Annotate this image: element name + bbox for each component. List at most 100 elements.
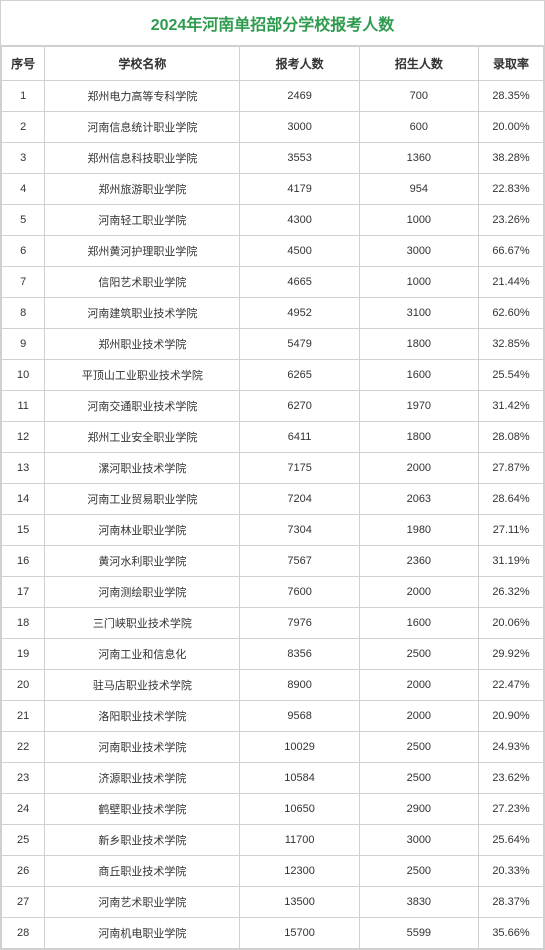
- cell-apply: 7600: [240, 577, 359, 608]
- cell-apply: 6265: [240, 360, 359, 391]
- table-row: 20驻马店职业技术学院8900200022.47%: [2, 670, 544, 701]
- cell-apply: 8900: [240, 670, 359, 701]
- table-row: 1郑州电力高等专科学院246970028.35%: [2, 81, 544, 112]
- cell-name: 河南建筑职业技术学院: [45, 298, 240, 329]
- cell-plan: 2900: [359, 794, 478, 825]
- cell-idx: 11: [2, 391, 45, 422]
- cell-rate: 29.92%: [478, 639, 543, 670]
- cell-rate: 31.19%: [478, 546, 543, 577]
- cell-rate: 20.00%: [478, 112, 543, 143]
- header-plan: 招生人数: [359, 47, 478, 81]
- cell-apply: 5479: [240, 329, 359, 360]
- cell-idx: 12: [2, 422, 45, 453]
- cell-name: 河南林业职业学院: [45, 515, 240, 546]
- table-row: 9郑州职业技术学院5479180032.85%: [2, 329, 544, 360]
- cell-apply: 4665: [240, 267, 359, 298]
- table-row: 6郑州黄河护理职业学院4500300066.67%: [2, 236, 544, 267]
- table-row: 18三门峡职业技术学院7976160020.06%: [2, 608, 544, 639]
- table-row: 14河南工业贸易职业学院7204206328.64%: [2, 484, 544, 515]
- cell-name: 漯河职业技术学院: [45, 453, 240, 484]
- cell-rate: 20.33%: [478, 856, 543, 887]
- table-row: 2河南信息统计职业学院300060020.00%: [2, 112, 544, 143]
- cell-plan: 2000: [359, 577, 478, 608]
- cell-name: 河南信息统计职业学院: [45, 112, 240, 143]
- cell-rate: 25.54%: [478, 360, 543, 391]
- header-name: 学校名称: [45, 47, 240, 81]
- cell-idx: 7: [2, 267, 45, 298]
- cell-idx: 10: [2, 360, 45, 391]
- cell-name: 信阳艺术职业学院: [45, 267, 240, 298]
- cell-idx: 14: [2, 484, 45, 515]
- cell-plan: 3000: [359, 236, 478, 267]
- table-row: 19河南工业和信息化8356250029.92%: [2, 639, 544, 670]
- cell-plan: 2500: [359, 639, 478, 670]
- cell-plan: 3830: [359, 887, 478, 918]
- table-row: 25新乡职业技术学院11700300025.64%: [2, 825, 544, 856]
- cell-idx: 24: [2, 794, 45, 825]
- cell-apply: 10029: [240, 732, 359, 763]
- cell-idx: 19: [2, 639, 45, 670]
- cell-idx: 13: [2, 453, 45, 484]
- cell-rate: 28.37%: [478, 887, 543, 918]
- cell-name: 商丘职业技术学院: [45, 856, 240, 887]
- cell-rate: 62.60%: [478, 298, 543, 329]
- table-row: 8河南建筑职业技术学院4952310062.60%: [2, 298, 544, 329]
- table-row: 3郑州信息科技职业学院3553136038.28%: [2, 143, 544, 174]
- cell-idx: 18: [2, 608, 45, 639]
- cell-idx: 16: [2, 546, 45, 577]
- table-row: 24鹤壁职业技术学院10650290027.23%: [2, 794, 544, 825]
- cell-rate: 27.23%: [478, 794, 543, 825]
- table-row: 5河南轻工职业学院4300100023.26%: [2, 205, 544, 236]
- cell-apply: 9568: [240, 701, 359, 732]
- cell-idx: 6: [2, 236, 45, 267]
- table-row: 17河南测绘职业学院7600200026.32%: [2, 577, 544, 608]
- cell-plan: 2000: [359, 670, 478, 701]
- cell-plan: 3100: [359, 298, 478, 329]
- cell-idx: 20: [2, 670, 45, 701]
- cell-name: 郑州旅游职业学院: [45, 174, 240, 205]
- cell-plan: 2500: [359, 763, 478, 794]
- cell-rate: 66.67%: [478, 236, 543, 267]
- table-row: 28河南机电职业学院15700559935.66%: [2, 918, 544, 949]
- cell-name: 河南轻工职业学院: [45, 205, 240, 236]
- cell-rate: 22.47%: [478, 670, 543, 701]
- cell-idx: 28: [2, 918, 45, 949]
- header-apply: 报考人数: [240, 47, 359, 81]
- cell-apply: 15700: [240, 918, 359, 949]
- cell-rate: 28.08%: [478, 422, 543, 453]
- cell-idx: 3: [2, 143, 45, 174]
- cell-name: 平顶山工业职业技术学院: [45, 360, 240, 391]
- cell-name: 新乡职业技术学院: [45, 825, 240, 856]
- cell-rate: 21.44%: [478, 267, 543, 298]
- cell-apply: 7175: [240, 453, 359, 484]
- cell-plan: 3000: [359, 825, 478, 856]
- cell-apply: 12300: [240, 856, 359, 887]
- cell-idx: 23: [2, 763, 45, 794]
- cell-plan: 1970: [359, 391, 478, 422]
- cell-plan: 1980: [359, 515, 478, 546]
- cell-apply: 13500: [240, 887, 359, 918]
- cell-plan: 2500: [359, 856, 478, 887]
- cell-idx: 17: [2, 577, 45, 608]
- cell-apply: 3553: [240, 143, 359, 174]
- table-row: 21洛阳职业技术学院9568200020.90%: [2, 701, 544, 732]
- cell-name: 河南工业贸易职业学院: [45, 484, 240, 515]
- cell-idx: 15: [2, 515, 45, 546]
- cell-plan: 954: [359, 174, 478, 205]
- cell-plan: 2360: [359, 546, 478, 577]
- cell-apply: 3000: [240, 112, 359, 143]
- cell-rate: 32.85%: [478, 329, 543, 360]
- table-row: 22河南职业技术学院10029250024.93%: [2, 732, 544, 763]
- cell-rate: 27.87%: [478, 453, 543, 484]
- cell-apply: 11700: [240, 825, 359, 856]
- cell-name: 河南交通职业技术学院: [45, 391, 240, 422]
- cell-name: 三门峡职业技术学院: [45, 608, 240, 639]
- cell-apply: 4500: [240, 236, 359, 267]
- cell-plan: 2000: [359, 701, 478, 732]
- cell-plan: 1600: [359, 360, 478, 391]
- cell-name: 河南机电职业学院: [45, 918, 240, 949]
- cell-plan: 1360: [359, 143, 478, 174]
- table-row: 12郑州工业安全职业学院6411180028.08%: [2, 422, 544, 453]
- cell-idx: 1: [2, 81, 45, 112]
- cell-rate: 28.64%: [478, 484, 543, 515]
